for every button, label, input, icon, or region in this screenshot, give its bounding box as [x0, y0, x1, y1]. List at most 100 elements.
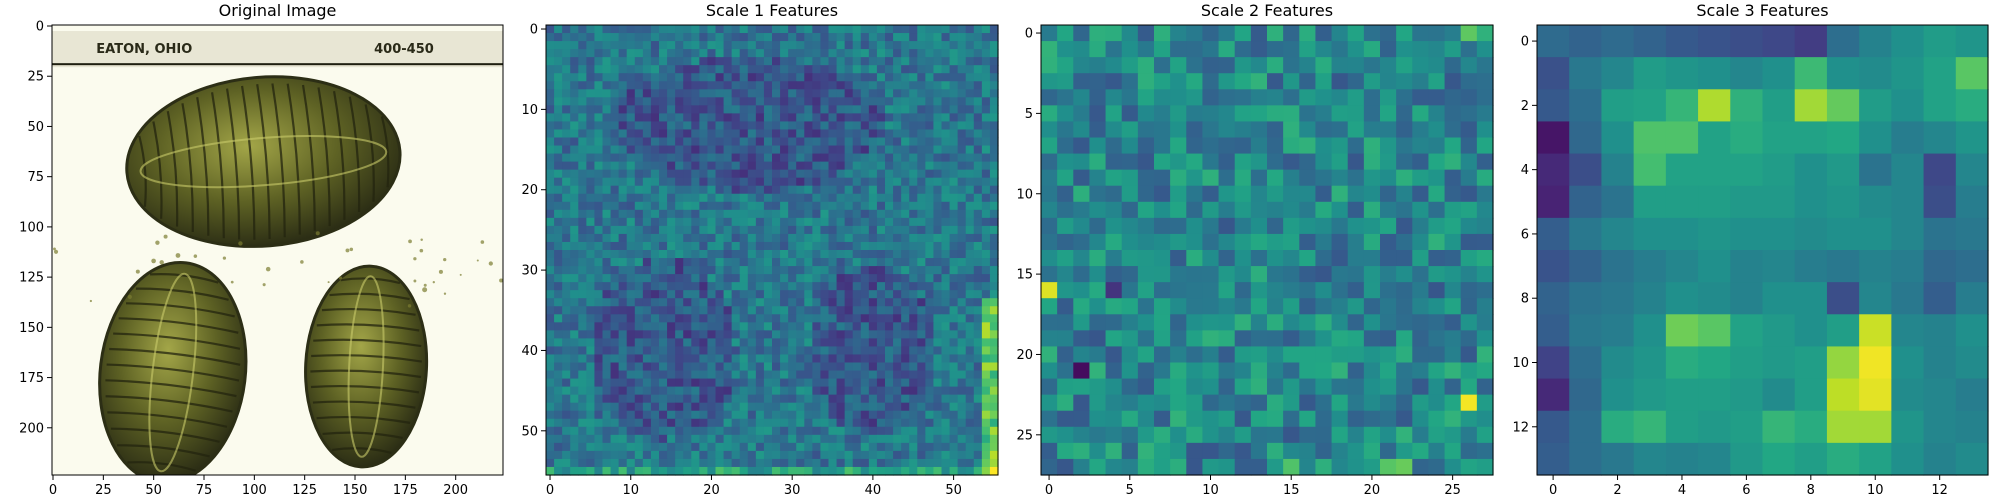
heatmap-cell: [634, 266, 644, 275]
heatmap-cell: [691, 394, 700, 404]
heatmap-cell: [868, 81, 878, 90]
heatmap-cell: [755, 185, 765, 195]
heatmap-cell: [788, 185, 797, 195]
heatmap-cell: [941, 290, 951, 299]
heatmap-cell: [1396, 378, 1413, 396]
heatmap-cell: [610, 89, 620, 98]
heatmap-cell: [546, 402, 555, 412]
heatmap-cell: [1826, 153, 1860, 187]
heatmap-cell: [772, 193, 781, 203]
heatmap-cell: [1170, 346, 1187, 364]
heatmap-cell: [844, 298, 854, 307]
heatmap-cell: [876, 290, 886, 299]
heatmap-cell: [618, 241, 628, 251]
heatmap-cell: [1347, 282, 1365, 299]
heatmap-cell: [650, 322, 660, 331]
heatmap-cell: [1363, 266, 1381, 283]
heatmap-cell: [731, 338, 741, 348]
heatmap-cell: [860, 282, 870, 291]
heatmap-cell: [546, 314, 555, 323]
heatmap-cell: [1380, 73, 1397, 90]
heatmap-cell: [901, 386, 910, 396]
heatmap-cell: [731, 378, 741, 388]
heatmap-cell: [836, 402, 846, 412]
heatmap-cell: [1137, 378, 1155, 396]
y-tick-label: 40: [521, 344, 538, 359]
heatmap-cell: [957, 338, 967, 348]
heatmap-cell: [1250, 330, 1268, 348]
heatmap-cell: [788, 274, 797, 283]
heatmap-cell: [1476, 394, 1494, 412]
heatmap-cell: [707, 266, 717, 275]
heatmap-cell: [634, 193, 644, 203]
heatmap-cell: [1250, 394, 1268, 412]
heatmap-cell: [554, 314, 563, 323]
heatmap-cell: [586, 73, 596, 82]
heatmap-cell: [578, 49, 587, 58]
heatmap-cell: [650, 201, 660, 211]
heatmap-cell: [772, 442, 781, 452]
heatmap-cell: [1057, 169, 1074, 187]
heatmap-cell: [1073, 394, 1091, 412]
y-tick-label: 4: [1521, 163, 1529, 178]
heatmap-cell: [957, 137, 967, 147]
heatmap-cell: [659, 306, 668, 315]
heatmap-cell: [691, 402, 700, 412]
heatmap-cell: [683, 458, 692, 468]
heatmap-cell: [1073, 250, 1091, 267]
heatmap-cell: [1891, 410, 1925, 444]
heatmap-cell: [747, 386, 757, 396]
heatmap-cell: [1202, 201, 1220, 219]
heatmap-cell: [1444, 378, 1462, 396]
heatmap-cell: [1601, 185, 1635, 219]
heatmap-cell: [893, 201, 902, 211]
heatmap-cell: [562, 177, 571, 187]
heatmap-cell: [715, 386, 725, 396]
heatmap-cell: [1218, 394, 1236, 412]
speck: [419, 248, 424, 253]
heatmap-cell: [1186, 394, 1204, 412]
heatmap-cell: [1250, 201, 1268, 219]
heatmap-cell: [699, 458, 709, 468]
heatmap-cell: [1444, 346, 1462, 364]
heatmap-cell: [747, 370, 757, 380]
heatmap-cell: [602, 241, 612, 251]
heatmap-cell: [699, 322, 709, 331]
heatmap-cell: [586, 129, 596, 139]
heatmap-cell: [820, 185, 830, 195]
heatmap-cell: [691, 233, 700, 243]
heatmap-cell: [772, 378, 781, 388]
heatmap-cell: [893, 241, 902, 251]
heatmap-cell: [594, 81, 604, 90]
heatmap-cell: [925, 25, 935, 34]
heatmap-cell: [707, 394, 717, 404]
heatmap-cell: [667, 129, 676, 139]
heatmap-cell: [618, 153, 628, 163]
heatmap-cell: [1730, 185, 1764, 219]
heatmap-cell: [1347, 105, 1365, 123]
heatmap-cell: [917, 217, 926, 227]
heatmap-cell: [594, 394, 604, 404]
heatmap-cell: [957, 217, 967, 227]
heatmap-cell: [618, 57, 628, 66]
heatmap-cell: [1267, 362, 1284, 380]
heatmap-cell: [675, 225, 684, 235]
heatmap-cell: [804, 137, 813, 147]
heatmap-cell: [973, 33, 983, 42]
heatmap-cell: [1363, 169, 1381, 187]
heatmap-cell: [949, 209, 959, 219]
heatmap-cell: [699, 177, 709, 187]
heatmap-cell: [925, 97, 935, 106]
heatmap-cell: [1665, 153, 1699, 187]
heatmap-cell: [1202, 185, 1220, 203]
heatmap-cell: [586, 330, 596, 339]
heatmap-cell: [796, 426, 805, 436]
heatmap-cell: [804, 97, 813, 106]
heatmap-cell: [828, 97, 838, 106]
heatmap-cell: [836, 113, 846, 123]
heatmap-cell: [1041, 394, 1058, 412]
heatmap-cell: [981, 201, 991, 211]
heatmap-cell: [1234, 266, 1252, 283]
heatmap-cell: [780, 25, 789, 34]
heatmap-cell: [876, 121, 886, 131]
